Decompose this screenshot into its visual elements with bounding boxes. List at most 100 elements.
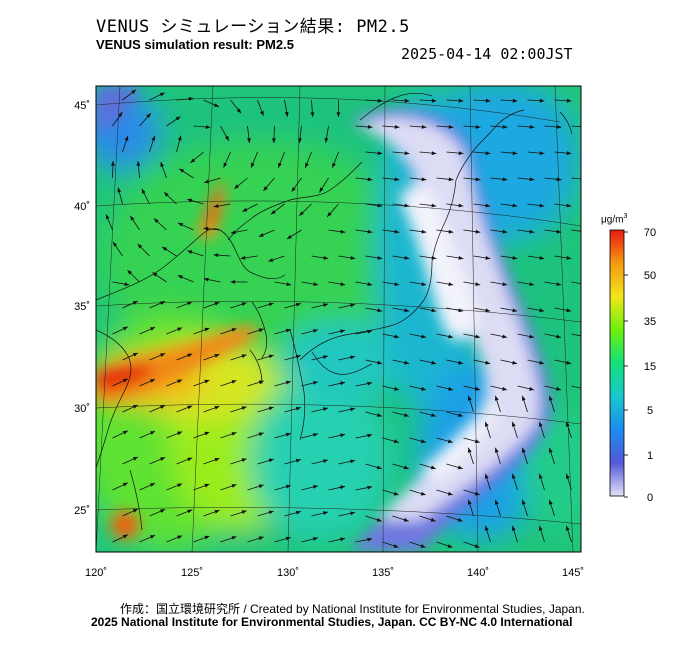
wind-arrow-head <box>160 457 166 461</box>
colorbar-unit-text: μg/m <box>601 214 624 226</box>
wind-arrow-head <box>474 544 480 548</box>
wind-arrow-head <box>474 491 480 496</box>
wind-arrow-head <box>268 258 274 262</box>
wind-arrow-head <box>377 151 383 156</box>
wind-arrow-head <box>584 177 589 181</box>
wind-arrow-head <box>188 96 194 101</box>
wind-arrow-head <box>376 465 382 470</box>
wind-arrow-head <box>367 433 373 438</box>
wind-arrow-head <box>231 536 237 540</box>
wind-arrow-head <box>323 303 328 307</box>
wind-arrow-head <box>118 112 123 117</box>
wind-arrow-head <box>213 204 219 208</box>
wind-arrow-head <box>494 447 499 453</box>
wind-arrow-head <box>521 395 526 401</box>
wind-arrow-head <box>340 433 345 438</box>
wind-arrow-head <box>367 381 373 386</box>
wind-arrow-head <box>484 473 489 479</box>
wind-arrow-head <box>448 229 454 234</box>
wind-arrow-head <box>566 151 572 156</box>
wind-arrow-head <box>548 447 553 453</box>
colorbar-tick-label: 0 <box>647 492 653 504</box>
wind-arrow-head <box>336 112 341 117</box>
wind-arrow-head <box>332 162 336 168</box>
longitude-labels: 120˚ 125˚ 130˚ 135˚ 140˚ 145˚ <box>85 567 584 579</box>
wind-arrow-head <box>122 482 128 487</box>
wind-arrow-head <box>431 203 437 208</box>
wind-arrow-head <box>323 355 328 359</box>
wind-arrow-head <box>467 447 472 453</box>
wind-arrow-head <box>583 387 588 391</box>
wind-arrow-head <box>458 203 464 208</box>
wind-arrow-head <box>420 544 426 548</box>
wind-arrow-head <box>404 151 410 156</box>
colorbar: 70 50 35 15 5 1 0 <box>609 227 656 504</box>
wind-arrow-head <box>350 355 356 360</box>
lon-label-120: 120˚ <box>85 567 107 579</box>
colorbar-tick-label: 15 <box>644 361 656 373</box>
wind-arrow-head <box>494 395 499 401</box>
colorbar-tick-label: 5 <box>647 405 653 417</box>
graticule <box>96 86 581 552</box>
wind-arrow-head <box>431 151 437 156</box>
wind-arrow-head <box>431 413 436 417</box>
wind-arrow-head <box>367 125 373 129</box>
wind-arrow-head <box>404 203 410 208</box>
wind-arrow-head <box>512 203 518 208</box>
wind-arrow-head <box>548 499 553 505</box>
wind-arrow-head <box>177 431 183 436</box>
wind-arrow-head <box>278 162 282 168</box>
wind-arrow-head <box>150 431 155 435</box>
wind-arrow-head <box>231 380 237 384</box>
wind-arrow-head <box>177 535 183 540</box>
title-english: VENUS simulation result: PM2.5 <box>96 37 294 52</box>
wind-arrow-head <box>566 203 572 208</box>
wind-arrow-head <box>203 226 209 231</box>
wind-arrow-head <box>393 491 399 496</box>
wind-arrow-head <box>122 326 128 331</box>
wind-arrow-head <box>484 421 489 427</box>
wind-arrow-head <box>340 537 345 542</box>
wind-arrow-head <box>132 509 138 513</box>
wind-arrow-head <box>404 98 410 103</box>
wind-arrow-head <box>258 328 264 333</box>
wind-arrow-head <box>187 250 193 254</box>
coastlines <box>96 92 573 531</box>
wind-arrow-head <box>367 229 373 234</box>
concentration-field <box>96 86 581 552</box>
wind-arrow-head <box>284 111 289 117</box>
wind-arrow-head <box>305 162 309 168</box>
wind-arrow-head <box>285 328 291 333</box>
wind-arrow-head <box>556 177 562 182</box>
wind-arrow-head <box>475 229 481 234</box>
wind-arrow-head <box>323 407 328 411</box>
wind-arrow-head <box>231 432 237 436</box>
wind-arrow-head <box>150 327 155 331</box>
wind-arrow-head <box>521 499 526 505</box>
credit-line: 作成：国立環境研究所 / Created by National Institu… <box>120 602 585 616</box>
wind-arrow-head <box>175 116 181 121</box>
wind-arrow-head <box>458 308 464 313</box>
wind-arrow-head <box>539 203 545 208</box>
wind-arrow-head <box>150 483 155 487</box>
colorbar-unit: μg/m3 <box>601 213 627 225</box>
wind-arrow-head <box>556 334 562 339</box>
wind-arrow-head <box>377 413 382 417</box>
wind-arrow-head <box>494 499 499 505</box>
wind-arrow-head <box>319 187 324 193</box>
wind-arrow-head <box>146 113 151 118</box>
wind-arrow-head <box>420 491 426 496</box>
wind-arrow-head <box>529 282 535 286</box>
wind-arrow-head <box>295 302 301 307</box>
wind-arrow-head <box>474 439 480 444</box>
colorbar-gradient <box>609 229 625 497</box>
wind-arrow-head <box>285 432 291 437</box>
wind-arrow-head <box>350 303 356 308</box>
wind-arrow-head <box>458 413 463 417</box>
wind-arrow-head <box>485 308 491 313</box>
wind-arrow-head <box>340 229 346 234</box>
wind-arrow-head <box>394 334 400 339</box>
wind-arrow-head <box>251 162 255 168</box>
wind-arrow-head <box>160 353 166 357</box>
wind-arrow-head <box>132 457 138 461</box>
